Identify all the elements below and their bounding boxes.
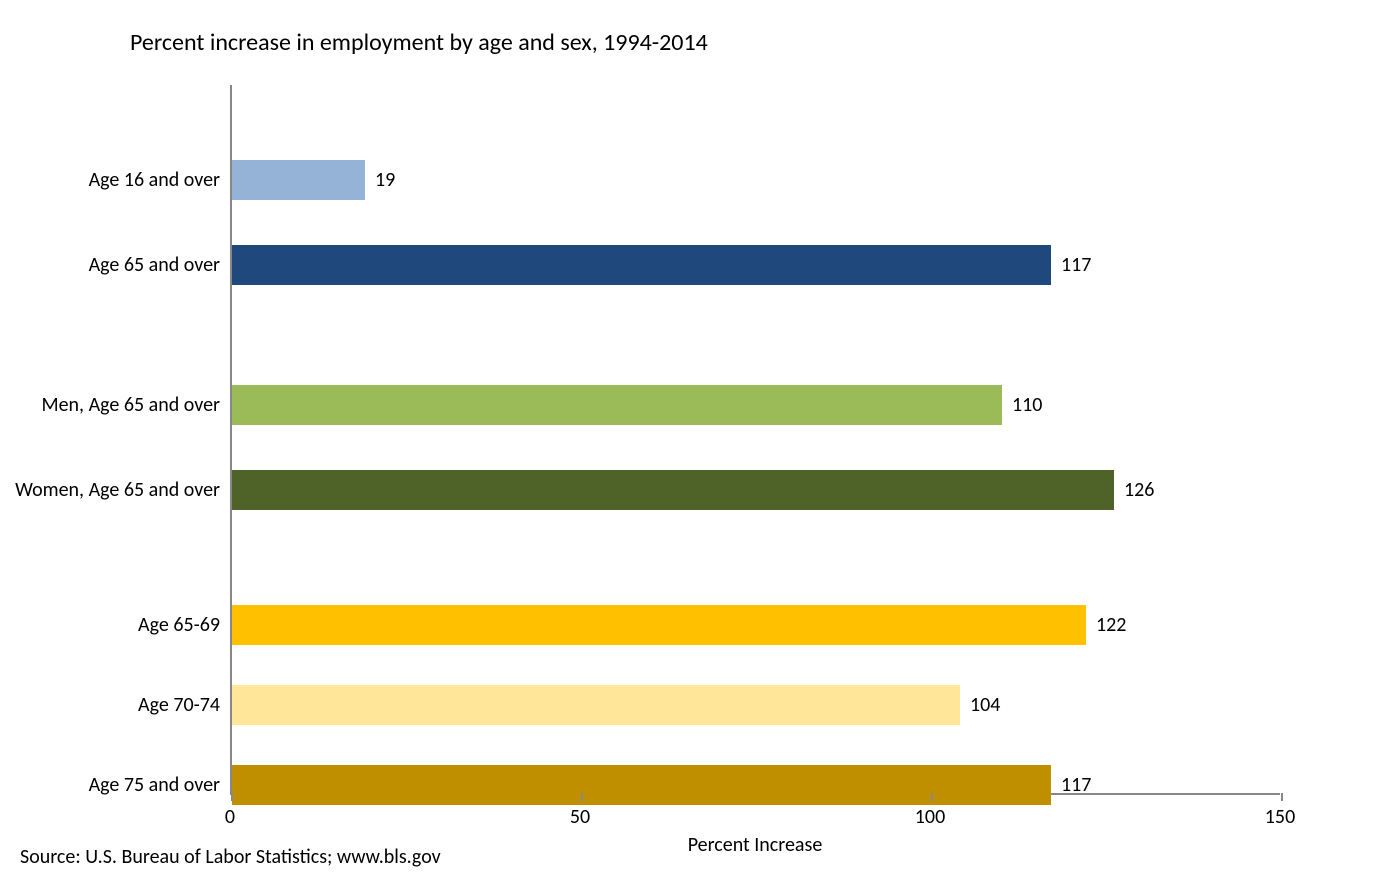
- x-tick-label: 150: [1265, 805, 1295, 829]
- bar: [232, 470, 1114, 510]
- bar-row: 19: [232, 160, 395, 200]
- bar: [232, 385, 1002, 425]
- y-axis-label: Women, Age 65 and over: [0, 470, 220, 510]
- x-tick-label: 100: [915, 805, 945, 829]
- y-axis-label: Age 75 and over: [0, 765, 220, 805]
- x-tick-label: 0: [225, 805, 235, 829]
- bar: [232, 685, 960, 725]
- y-axis-label: Age 65-69: [0, 605, 220, 645]
- y-axis-label: Men, Age 65 and over: [0, 385, 220, 425]
- bar-value-label: 126: [1124, 478, 1154, 502]
- x-tick-mark: [1281, 793, 1283, 801]
- bars-layer: 19117110126122104117: [232, 85, 1280, 793]
- bar-row: 110: [232, 385, 1042, 425]
- bar-value-label: 117: [1061, 773, 1091, 797]
- bar-value-label: 117: [1061, 253, 1091, 277]
- bar-value-label: 19: [375, 168, 395, 192]
- bar: [232, 160, 365, 200]
- bar-row: 117: [232, 245, 1091, 285]
- bar-value-label: 110: [1012, 393, 1042, 417]
- bar: [232, 605, 1086, 645]
- chart-container: Percent increase in employment by age an…: [0, 0, 1377, 879]
- bar-value-label: 122: [1096, 613, 1126, 637]
- bar-value-label: 104: [970, 693, 1000, 717]
- x-tick-label: 50: [570, 805, 590, 829]
- chart-title: Percent increase in employment by age an…: [130, 28, 708, 57]
- bar: [232, 245, 1051, 285]
- y-axis-label: Age 65 and over: [0, 245, 220, 285]
- source-text: Source: U.S. Bureau of Labor Statistics;…: [20, 845, 441, 869]
- plot-area: 19 117 110 126 122 104 117: [230, 85, 1280, 795]
- bar-row: 122: [232, 605, 1126, 645]
- y-axis-label: Age 16 and over: [0, 160, 220, 200]
- bar-row: 104: [232, 685, 1000, 725]
- y-axis-label: Age 70-74: [0, 685, 220, 725]
- bar-row: 126: [232, 470, 1154, 510]
